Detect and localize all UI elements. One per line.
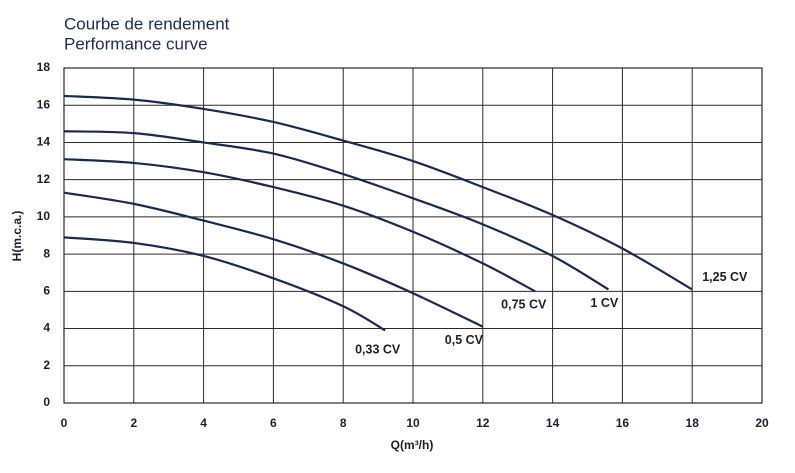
x-tick-label: 6 xyxy=(270,416,277,430)
x-tick-label: 18 xyxy=(686,416,700,430)
chart-title: Courbe de rendement xyxy=(64,14,230,33)
y-tick-label: 0 xyxy=(43,395,50,409)
series-line xyxy=(63,94,693,291)
y-axis-label: H(m.c.a.) xyxy=(10,211,24,262)
y-tick-label: 12 xyxy=(37,172,51,186)
y-tick-label: 10 xyxy=(37,209,51,223)
series-label: 1,25 CV xyxy=(702,270,748,284)
x-tick-label: 8 xyxy=(340,416,347,430)
x-tick-label: 2 xyxy=(130,416,137,430)
series-line xyxy=(63,158,536,293)
y-tick-label: 2 xyxy=(43,358,50,372)
series-label: 1 CV xyxy=(590,296,618,310)
x-tick-label: 16 xyxy=(616,416,630,430)
chart-subtitle: Performance curve xyxy=(64,34,208,53)
series-line xyxy=(63,236,386,332)
x-tick-label: 10 xyxy=(406,416,420,430)
series-label: 0,33 CV xyxy=(355,343,401,357)
y-tick-label: 16 xyxy=(37,97,51,111)
series-line xyxy=(63,191,484,328)
y-tick-label: 8 xyxy=(43,246,50,260)
x-tick-label: 4 xyxy=(200,416,207,430)
x-tick-label: 20 xyxy=(755,416,769,430)
series-label: 0,75 CV xyxy=(501,298,547,312)
series-label: 0,5 CV xyxy=(445,333,484,347)
x-tick-label: 12 xyxy=(476,416,490,430)
y-tick-label: 6 xyxy=(43,284,50,298)
x-axis-label: Q(m³/h) xyxy=(391,438,434,452)
y-tick-label: 4 xyxy=(43,321,50,335)
x-tick-label: 14 xyxy=(546,416,560,430)
series-line xyxy=(63,130,610,291)
y-tick-label: 18 xyxy=(37,60,51,74)
y-tick-label: 14 xyxy=(37,135,51,149)
x-tick-label: 0 xyxy=(61,416,68,430)
